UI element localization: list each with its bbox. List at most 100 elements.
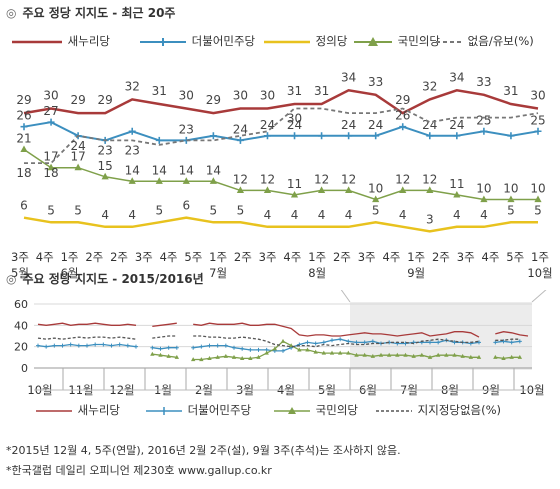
data-point [403,352,408,357]
data-point [338,337,343,342]
data-point [354,352,359,357]
data-label: 12 [260,172,275,186]
data-label: 4 [453,208,461,222]
data-point [346,350,351,355]
data-point [76,343,81,348]
data-point [370,353,376,358]
data-point [109,343,114,348]
data-point [272,346,278,351]
data-label: 29 [70,93,85,107]
series-line [152,335,177,339]
series-line [24,107,539,164]
data-label: 4 [291,208,299,222]
data-point [453,190,461,198]
x-tick-label: 1주 [61,250,79,264]
legend-label: 지지정당없음(%) [417,403,502,417]
data-label: 10 [503,182,518,196]
legend-label: 없음/유보(%) [467,34,534,48]
data-label: 24 [70,139,85,153]
x-tick-label: 5주 [506,250,524,264]
series-line [23,88,539,115]
x-tick-label-month: 7월 [209,266,227,280]
data-label: 24 [287,118,302,132]
data-point [20,123,28,131]
data-label: 5 [372,203,380,217]
data-label: 11 [449,177,464,191]
data-label: 14 [152,163,167,177]
zoom-connector [340,290,351,303]
data-point [231,354,237,359]
data-label: 30 [43,89,58,103]
data-label: 23 [125,143,140,157]
data-point [426,132,434,140]
x-tick-label: 3주 [259,250,277,264]
data-point [117,342,122,347]
series-line [23,216,538,233]
data-point [444,352,449,357]
bullet-icon: ◎ [6,6,17,20]
x-tick-label-month: 5월 [11,266,29,280]
data-point [534,127,542,135]
data-point [239,356,245,360]
bullet-icon: ◎ [6,272,17,286]
data-point [436,340,441,345]
legend2-item-people: 국민의당 [274,402,358,418]
data-point [223,343,228,348]
data-label: 24 [368,118,383,132]
data-point [20,145,28,153]
data-point [427,354,433,359]
data-point [372,132,380,140]
data-point [68,342,73,347]
data-point [460,353,465,358]
data-label: 4 [264,208,272,222]
x-tick-label-month: 10월 [527,266,552,280]
data-label: 5 [74,203,82,217]
data-label: 4 [128,208,136,222]
series-line [152,347,177,350]
data-point [345,132,353,140]
legend2-item-none: 지지정당없음(%) [376,402,501,418]
data-point [399,123,407,131]
chart1-title-text: 주요 정당 지지도 - 최근 20주 [22,6,176,20]
data-point [493,354,498,359]
data-point [453,132,461,140]
data-label: 18 [16,166,31,180]
data-point [158,346,163,351]
data-point [166,345,171,350]
legend-item-people: 국민의당 [354,33,440,49]
data-point [93,342,98,347]
data-point [291,132,299,140]
data-point [426,186,434,193]
data-point [476,354,482,359]
data-point [321,340,326,345]
data-point [517,354,523,359]
data-point [313,341,318,346]
footnote-2: *한국갤럽 데일리 오피니언 제230호 www.gallup.co.kr [6,464,272,477]
series-line [193,322,480,338]
data-point [236,136,244,144]
legend2-item-saenuri: 새누리당 [36,402,120,418]
data-point [174,354,180,359]
data-point [47,118,55,126]
data-point [362,352,367,357]
x-tick-label-month: 9월 [407,266,425,280]
data-point [150,351,155,356]
data-point [399,186,407,193]
legend-item-minjoo: 더불어민주당 [140,33,255,49]
data-point [215,343,220,348]
data-point [290,190,299,198]
x-tick-label: 2주 [110,250,128,264]
data-label: 23 [179,122,194,136]
data-point [354,340,359,345]
x-tick-label: 3주 [358,250,376,264]
data-point [507,132,515,140]
data-point [199,344,204,349]
data-label: 18 [43,166,58,180]
data-point [317,186,326,193]
data-point [85,343,89,348]
data-point [507,195,515,203]
data-label: 26 [16,109,31,123]
data-label: 33 [368,75,383,89]
